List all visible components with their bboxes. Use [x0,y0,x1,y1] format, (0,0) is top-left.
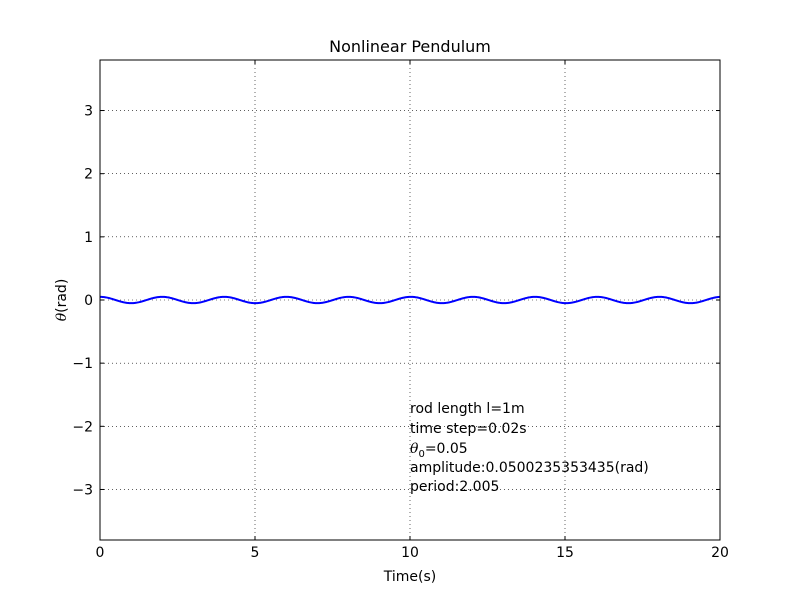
y-tick-label: 1 [84,230,93,246]
series-group [99,295,721,305]
x-tick-label: 10 [401,545,419,561]
x-axis-label: Time(s) [383,569,436,585]
annotation-block: rod length l=1m time step=0.02s θ0=0.05 … [410,401,649,495]
y-axis-label-symbol: θ [54,312,70,321]
annotation-theta0: θ0=0.05 [410,441,468,460]
x-tick-label: 15 [556,545,574,561]
x-tick-label: 20 [711,545,729,561]
annotation-period: period:2.005 [410,479,499,495]
theta-series-line [99,295,721,305]
x-tick-label: 5 [251,545,260,561]
y-tick-label: −3 [72,482,93,498]
x-tick-label: 0 [96,545,105,561]
annotation-amplitude: amplitude:0.0500235353435(rad) [410,460,649,476]
y-tick-label: 0 [84,293,93,309]
y-tick-label: −2 [72,419,93,435]
y-axis-label: θ(rad) [54,279,70,322]
y-tick-label: 3 [84,104,93,120]
x-tick-labels: 0 5 10 15 20 [96,545,729,561]
annotation-rod-length: rod length l=1m [410,401,525,417]
annotation-time-step: time step=0.02s [410,421,527,437]
chart-title: Nonlinear Pendulum [329,37,491,56]
annotation-theta0-sub: 0 [418,449,424,460]
grid-lines [100,60,720,540]
y-tick-label: −1 [72,356,93,372]
y-axis-label-unit: (rad) [54,279,70,313]
y-tick-label: 2 [84,167,93,183]
plot-frame [99,59,721,541]
annotation-theta0-value: =0.05 [425,441,468,457]
y-tick-labels: −3 −2 −1 0 1 2 3 [72,104,93,499]
annotation-theta0-symbol: θ [410,441,419,457]
